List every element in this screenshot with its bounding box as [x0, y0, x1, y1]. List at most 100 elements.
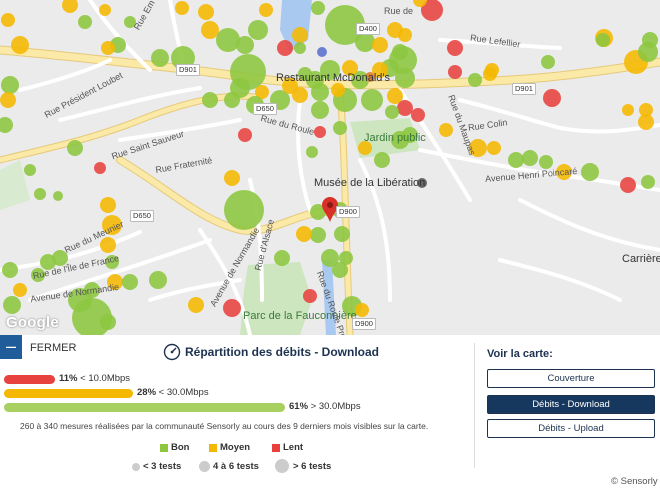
google-logo: Google — [6, 314, 59, 331]
speed-bar-slow-range: < 10.0Mbps — [77, 373, 131, 384]
size-small-label: < 3 tests — [143, 461, 182, 472]
measurement-dots — [0, 0, 658, 335]
measurement-dot — [0, 117, 13, 133]
view-map-title: Voir la carte: — [487, 348, 553, 360]
measurement-dot — [3, 296, 21, 314]
measurement-dot — [413, 0, 427, 7]
legend-lent-label: Lent — [283, 442, 304, 453]
measurement-dot — [102, 215, 122, 235]
measurement-dot — [355, 303, 369, 317]
measurement-dot — [201, 21, 219, 39]
label-parc: Parc de la Fauconnière — [243, 310, 357, 322]
measurement-dot — [448, 65, 462, 79]
measurement-dot — [248, 20, 268, 40]
legend-moyen-label: Moyen — [220, 442, 251, 453]
close-panel-button[interactable]: – — [0, 335, 22, 359]
speed-bar-fast-percent: 61% — [289, 401, 309, 412]
measurement-dot — [508, 152, 524, 168]
measurement-dot — [1, 13, 15, 27]
measurement-dot — [402, 127, 418, 143]
measurement-dot — [374, 152, 390, 168]
measurement-dot — [216, 28, 240, 52]
measurement-dot — [224, 170, 240, 186]
measurement-dot — [622, 104, 634, 116]
measurement-dot — [62, 0, 78, 13]
size-medium-label: 4 à 6 tests — [213, 461, 259, 472]
measurement-dot — [355, 32, 375, 52]
measurement-dot — [321, 249, 339, 267]
debits-download-button[interactable]: Débits - Download — [487, 395, 655, 414]
info-panel: – FERMER Répartition des débits - Downlo… — [0, 335, 660, 491]
measurement-dot — [385, 105, 399, 119]
speed-bar-slow — [4, 375, 55, 384]
route-d900-a: D900 — [336, 206, 360, 218]
measurement-dot — [387, 88, 403, 104]
measurement-dot — [100, 197, 116, 213]
measurement-dot — [40, 254, 56, 270]
map-canvas[interactable] — [0, 0, 660, 335]
copyright-text: © Sensorly — [611, 476, 658, 487]
measurement-dot — [224, 190, 264, 230]
legend-bon-label: Bon — [171, 442, 190, 453]
measurement-dot — [236, 36, 254, 54]
measurement-dot — [188, 297, 204, 313]
measurement-dot — [11, 36, 29, 54]
measurement-dot — [333, 121, 347, 135]
measurement-dot — [1, 76, 19, 94]
route-d901-b: D901 — [512, 83, 536, 95]
measurement-dot — [2, 262, 18, 278]
debits-upload-button[interactable]: Débits - Upload — [487, 419, 655, 438]
measurement-dot — [421, 0, 443, 21]
speed-bar-medium-percent: 28% — [137, 387, 157, 398]
close-panel-label[interactable]: FERMER — [30, 342, 77, 354]
measurement-dot — [395, 68, 415, 88]
measurement-dot — [398, 28, 412, 42]
measurement-dot — [361, 89, 383, 111]
measurement-dot — [277, 40, 293, 56]
route-d400: D400 — [356, 23, 380, 35]
map-view[interactable]: Restaurant McDonald's Jardin public Musé… — [0, 0, 660, 335]
measurement-dot — [397, 100, 413, 116]
measurement-dot — [151, 49, 169, 67]
measurement-dot — [100, 237, 116, 253]
measurement-dot — [124, 16, 136, 28]
river — [322, 260, 336, 335]
speed-bar-fast-range: > 30.0Mbps — [308, 401, 361, 412]
measurement-dot — [24, 164, 36, 176]
minor-roads — [0, 0, 660, 335]
measurement-dot — [107, 274, 123, 290]
measurement-dot — [311, 101, 329, 119]
measurement-dot — [282, 78, 298, 94]
measurement-dot — [99, 4, 111, 16]
measurement-dot — [334, 226, 350, 242]
measurement-dot — [311, 83, 329, 101]
panel-title: Répartition des débits - Download — [185, 345, 380, 359]
speedometer-icon — [163, 343, 181, 361]
measurement-dot — [339, 251, 353, 265]
measurement-dot — [439, 123, 453, 137]
measurement-dot — [447, 40, 463, 56]
measurement-dot — [94, 162, 106, 174]
measurement-dot — [372, 62, 388, 78]
speed-bar-fast — [4, 403, 285, 412]
speed-bar-slow-label: 11% < 10.0Mbps — [59, 373, 130, 384]
map-pin-icon[interactable] — [322, 197, 338, 222]
panel-divider — [474, 343, 475, 468]
label-jardin-public: Jardin public — [364, 132, 426, 144]
measurement-dot — [259, 3, 273, 17]
measurement-dot — [292, 27, 308, 43]
label-carriere: Carrière — [622, 253, 660, 265]
measurement-dot — [372, 37, 388, 53]
measurement-dot — [487, 141, 501, 155]
green-area — [0, 160, 30, 210]
measurement-dot — [274, 250, 290, 266]
measurement-dot — [255, 85, 269, 99]
label-rue-de: Rue de — [384, 6, 414, 16]
measurement-dot — [13, 283, 27, 297]
measurement-dot — [310, 204, 326, 220]
couverture-button[interactable]: Couverture — [487, 369, 655, 388]
measurement-dot — [298, 67, 312, 81]
minus-icon: – — [5, 336, 16, 356]
measurement-dot — [541, 55, 555, 69]
